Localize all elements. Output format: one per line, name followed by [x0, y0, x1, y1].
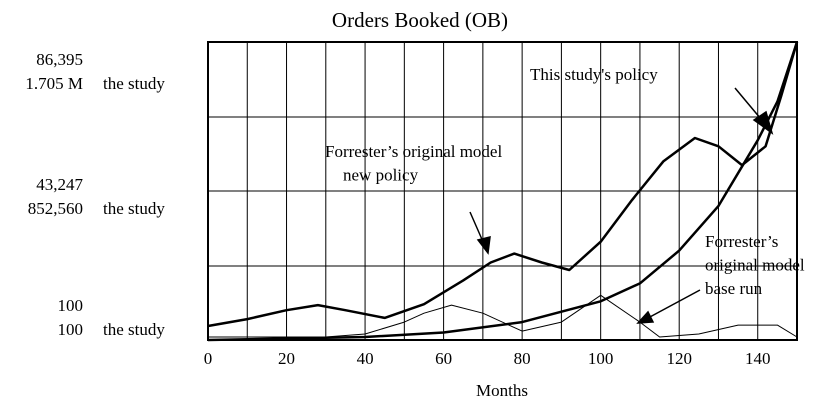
y-tick-label: 86,395: [36, 50, 83, 69]
y-tick-label: 43,247: [36, 175, 83, 194]
line: [207, 41, 799, 328]
annotation: base run: [705, 279, 763, 298]
annotation: Forrester’s: [705, 232, 778, 251]
plot-frame: [207, 41, 798, 341]
x-tick-label: 120: [666, 349, 692, 368]
annotation: Forrester’s original model: [325, 142, 502, 161]
line: [208, 294, 798, 338]
annotation: original model: [705, 255, 805, 274]
y2-tick-label: 1.705 M: [25, 74, 83, 93]
y2-axis-label: the study: [103, 199, 165, 218]
y2-tick-label: 100: [58, 320, 84, 339]
x-tick-label: 40: [357, 349, 374, 368]
x-tick-label: 140: [745, 349, 771, 368]
x-tick-label: 80: [514, 349, 531, 368]
y-tick-label: 100: [58, 296, 84, 315]
x-tick-label: 60: [435, 349, 452, 368]
arrows: [469, 87, 774, 324]
y2-axis-label: the study: [103, 320, 165, 339]
x-tick-label: 0: [204, 349, 213, 368]
arrow-head: [636, 310, 655, 324]
minor-grid: [208, 116, 797, 267]
arrow-head: [752, 110, 774, 135]
x-tick-label: 100: [588, 349, 614, 368]
annotation: This study's policy: [530, 65, 658, 84]
y2-axis-label: the study: [103, 74, 165, 93]
x-tick-label: 20: [278, 349, 295, 368]
chart-title: Orders Booked (OB): [332, 8, 508, 32]
arrow: [647, 289, 701, 319]
annotation: new policy: [343, 165, 419, 184]
x-axis-label: Months: [476, 381, 528, 400]
arrow-head: [476, 236, 491, 255]
line: [207, 41, 799, 342]
y2-tick-label: 852,560: [28, 199, 83, 218]
